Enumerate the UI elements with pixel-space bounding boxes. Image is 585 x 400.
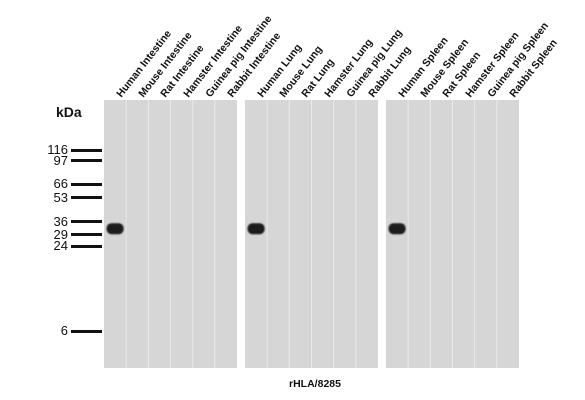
antibody-caption: rHLA/8285 <box>289 378 341 390</box>
marker-tick <box>71 159 102 163</box>
marker-tick <box>71 148 102 152</box>
marker-tick <box>71 329 102 333</box>
marker-tick <box>71 182 102 186</box>
protein-band <box>106 223 124 235</box>
marker-label: 6 <box>60 323 68 338</box>
marker-tick <box>71 233 102 237</box>
marker-label: 66 <box>53 176 68 192</box>
marker-label: 53 <box>53 189 68 205</box>
marker-label: 116 <box>47 142 68 157</box>
marker-label: 97 <box>53 152 68 168</box>
marker-label: 24 <box>53 238 68 254</box>
protein-band <box>247 223 265 235</box>
marker-tick <box>71 220 102 223</box>
marker-label: 29 <box>53 226 68 242</box>
protein-band <box>388 223 406 235</box>
kda-axis-label: kDa <box>56 104 82 120</box>
marker-label: 36 <box>53 213 68 229</box>
marker-tick <box>71 196 102 200</box>
marker-tick <box>71 244 102 248</box>
